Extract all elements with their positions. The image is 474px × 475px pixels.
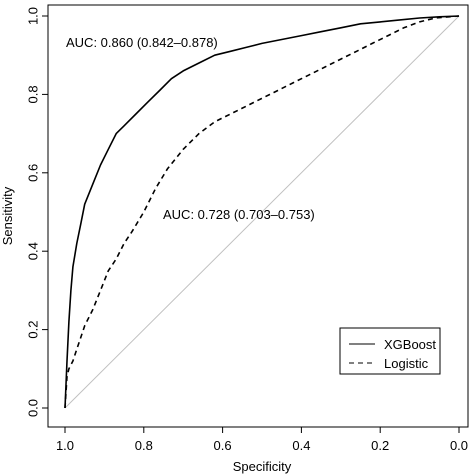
- x-tick-label: 0.4: [292, 438, 310, 453]
- x-tick-label: 0.0: [450, 438, 468, 453]
- series-line-xgboost: [64, 15, 460, 409]
- y-tick-label: 0.4: [25, 242, 40, 260]
- legend-label-logistic: Logistic: [384, 356, 429, 371]
- legend: XGBoost Logistic: [339, 327, 441, 375]
- legend-box: [339, 327, 441, 375]
- x-tick-label: 0.2: [371, 438, 389, 453]
- xgboost-auc-annotation: AUC: 0.860 (0.842–0.878): [66, 35, 218, 50]
- legend-label-xgboost: XGBoost: [384, 337, 436, 352]
- y-tick-label: 1.0: [25, 7, 40, 25]
- series-line-logistic: [64, 15, 460, 409]
- x-tick-label: 1.0: [56, 438, 74, 453]
- axis-layer: 1.0 0.8 0.6 0.4 0.2 0.0 0.0 0.2 0.4 0.6 0.8 1.0: [25, 7, 468, 453]
- y-tick-label: 0.6: [25, 164, 40, 182]
- series-layer: [64, 15, 460, 409]
- reference-diagonal-line: [64, 15, 460, 409]
- logistic-auc-annotation: AUC: 0.728 (0.703–0.753): [163, 207, 315, 222]
- x-tick-label: 0.6: [214, 438, 232, 453]
- reference-layer: [64, 15, 460, 409]
- y-tick-label: 0.2: [25, 321, 40, 339]
- y-tick-label: 0.8: [25, 85, 40, 103]
- y-tick-label: 0.0: [25, 399, 40, 417]
- y-axis-label: Sensitivity: [0, 186, 15, 245]
- x-tick-label: 0.8: [135, 438, 153, 453]
- x-axis-label: Specificity: [233, 459, 292, 474]
